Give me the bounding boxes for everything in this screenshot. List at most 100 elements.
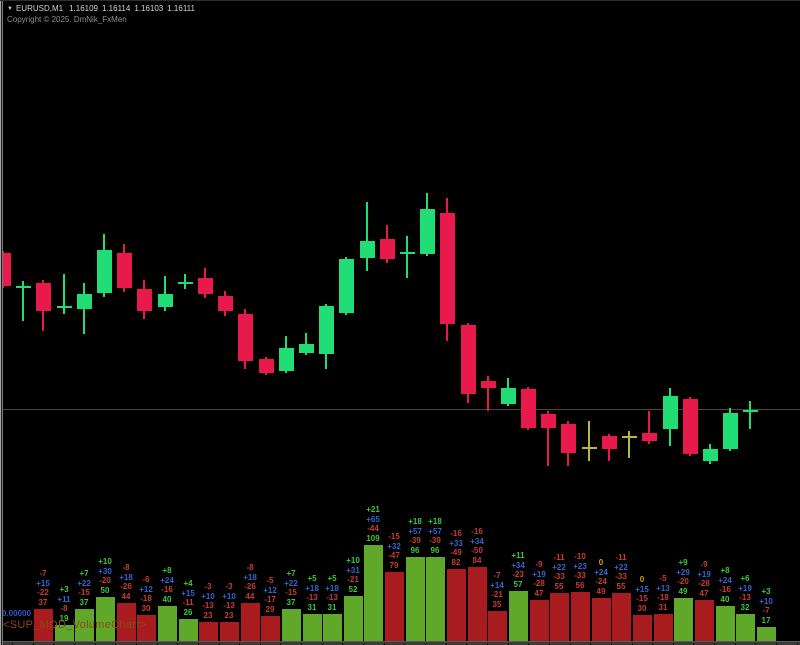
volume-bar-up bbox=[673, 598, 693, 642]
candle-body-down bbox=[0, 253, 11, 286]
time-axis-tick bbox=[177, 643, 179, 645]
volume-buy-label: +22 bbox=[552, 562, 566, 572]
volume-net-label: +10 bbox=[346, 556, 360, 565]
candle-body-down bbox=[641, 433, 657, 441]
time-axis[interactable] bbox=[0, 641, 800, 645]
volume-sell-label: -20 bbox=[677, 577, 689, 586]
volume-bar-down bbox=[384, 572, 404, 642]
volume-sell-label: -15 bbox=[78, 588, 90, 597]
time-axis-tick bbox=[218, 643, 220, 645]
candle-wick bbox=[648, 411, 650, 444]
volume-bar-down bbox=[653, 614, 673, 642]
volume-sell-label: -7 bbox=[762, 606, 770, 615]
time-axis-tick bbox=[569, 643, 571, 645]
volume-sell-label: -33 bbox=[574, 571, 586, 580]
candle-body-down bbox=[439, 213, 455, 324]
time-axis-tick bbox=[652, 643, 654, 645]
volume-sell-label: -11 bbox=[182, 598, 194, 607]
volume-total-label: 40 bbox=[720, 594, 730, 604]
volume-sell-label: -26 bbox=[244, 582, 256, 591]
volume-sell-label: -16 bbox=[719, 585, 731, 594]
volume-total-label: 23 bbox=[224, 610, 234, 620]
time-axis-tick bbox=[404, 643, 406, 645]
volume-bar-down bbox=[694, 600, 714, 642]
volume-net-label: 0 bbox=[598, 558, 604, 567]
volume-net-label: +6 bbox=[740, 574, 750, 583]
candle-wick bbox=[22, 281, 24, 321]
candle-body-down bbox=[540, 414, 556, 428]
volume-total-label: 55 bbox=[554, 581, 564, 591]
volume-total-label: 31 bbox=[327, 602, 337, 612]
volume-sell-label: -28 bbox=[533, 579, 545, 588]
current-price-line bbox=[0, 409, 800, 410]
volume-bar-down bbox=[116, 603, 136, 642]
volume-sell-label: -22 bbox=[37, 588, 49, 597]
volume-total-label: 29 bbox=[265, 604, 275, 614]
candle-body-down bbox=[217, 296, 233, 311]
volume-sell-label: -13 bbox=[739, 593, 751, 602]
candle-body-up bbox=[500, 388, 516, 404]
volume-total-label: 57 bbox=[513, 579, 523, 589]
volume-buy-label: +24 bbox=[594, 567, 608, 577]
time-axis-tick bbox=[135, 643, 137, 645]
volume-net-label: +4 bbox=[183, 579, 193, 588]
symbol-dropdown-icon[interactable]: ▼ bbox=[7, 6, 13, 12]
volume-bar-down bbox=[240, 603, 260, 642]
candle-body-up bbox=[96, 250, 112, 293]
time-axis-tick bbox=[693, 643, 695, 645]
volume-total-label: 49 bbox=[678, 586, 688, 596]
volume-total-label: 50 bbox=[100, 585, 110, 595]
volume-net-label: +3 bbox=[59, 585, 69, 594]
volume-sell-label: -47 bbox=[388, 551, 400, 560]
volume-total-label: 44 bbox=[121, 591, 131, 601]
volume-net-label: -8 bbox=[246, 563, 254, 572]
candle-body-up bbox=[338, 259, 354, 313]
volume-sell-label: -33 bbox=[615, 572, 627, 581]
volume-net-label: +11 bbox=[511, 551, 525, 560]
volume-net-label: +18 bbox=[408, 517, 422, 526]
candle-wick bbox=[63, 274, 65, 314]
volume-buy-label: +57 bbox=[408, 526, 422, 536]
volume-buy-label: +22 bbox=[614, 562, 628, 572]
candle-body-down bbox=[601, 436, 617, 449]
symbol-ohlc-line: ▼ EURUSD,M1 1.16109 1.16114 1.16103 1.16111 bbox=[7, 4, 199, 13]
volume-buy-label: +32 bbox=[387, 541, 401, 551]
volume-sell-label: -13 bbox=[326, 593, 338, 602]
volume-buy-label: +19 bbox=[697, 569, 711, 579]
candle-wick bbox=[406, 236, 408, 278]
volume-sell-label: -18 bbox=[657, 593, 669, 602]
volume-bar-down bbox=[33, 609, 53, 642]
volume-sell-label: -20 bbox=[99, 576, 111, 585]
volume-total-label: 79 bbox=[389, 560, 399, 570]
volume-bar-down bbox=[487, 611, 507, 642]
volume-buy-label: +65 bbox=[366, 514, 380, 524]
time-axis-tick bbox=[755, 643, 757, 645]
time-axis-tick bbox=[32, 643, 34, 645]
volume-total-label: 37 bbox=[286, 597, 296, 607]
volume-net-label: -11 bbox=[553, 553, 565, 562]
volume-sell-label: -21 bbox=[347, 575, 359, 584]
ohlc-low: 1.16103 bbox=[134, 4, 164, 13]
symbol-timeframe: EURUSD,M1 bbox=[15, 4, 64, 13]
candle-body-down bbox=[379, 239, 395, 259]
volume-total-label: 30 bbox=[141, 603, 151, 613]
candle-body-down bbox=[35, 283, 51, 311]
volume-total-label: 84 bbox=[472, 555, 482, 565]
volume-buy-label: +34 bbox=[470, 536, 484, 546]
candle-wick bbox=[749, 401, 751, 429]
volume-total-label: 47 bbox=[534, 588, 544, 598]
volume-buy-label: +30 bbox=[98, 566, 112, 576]
volume-sell-label: -39 bbox=[409, 536, 421, 545]
volume-total-label: 32 bbox=[740, 602, 750, 612]
volume-buy-label: +22 bbox=[284, 578, 298, 588]
volume-bar-up bbox=[715, 606, 735, 642]
volume-net-label: -3 bbox=[225, 582, 233, 591]
volume-net-label: -16 bbox=[471, 527, 483, 536]
time-axis-tick bbox=[301, 643, 303, 645]
time-axis-tick bbox=[363, 643, 365, 645]
volume-total-label: 26 bbox=[183, 607, 193, 617]
volume-buy-label: +22 bbox=[77, 578, 91, 588]
